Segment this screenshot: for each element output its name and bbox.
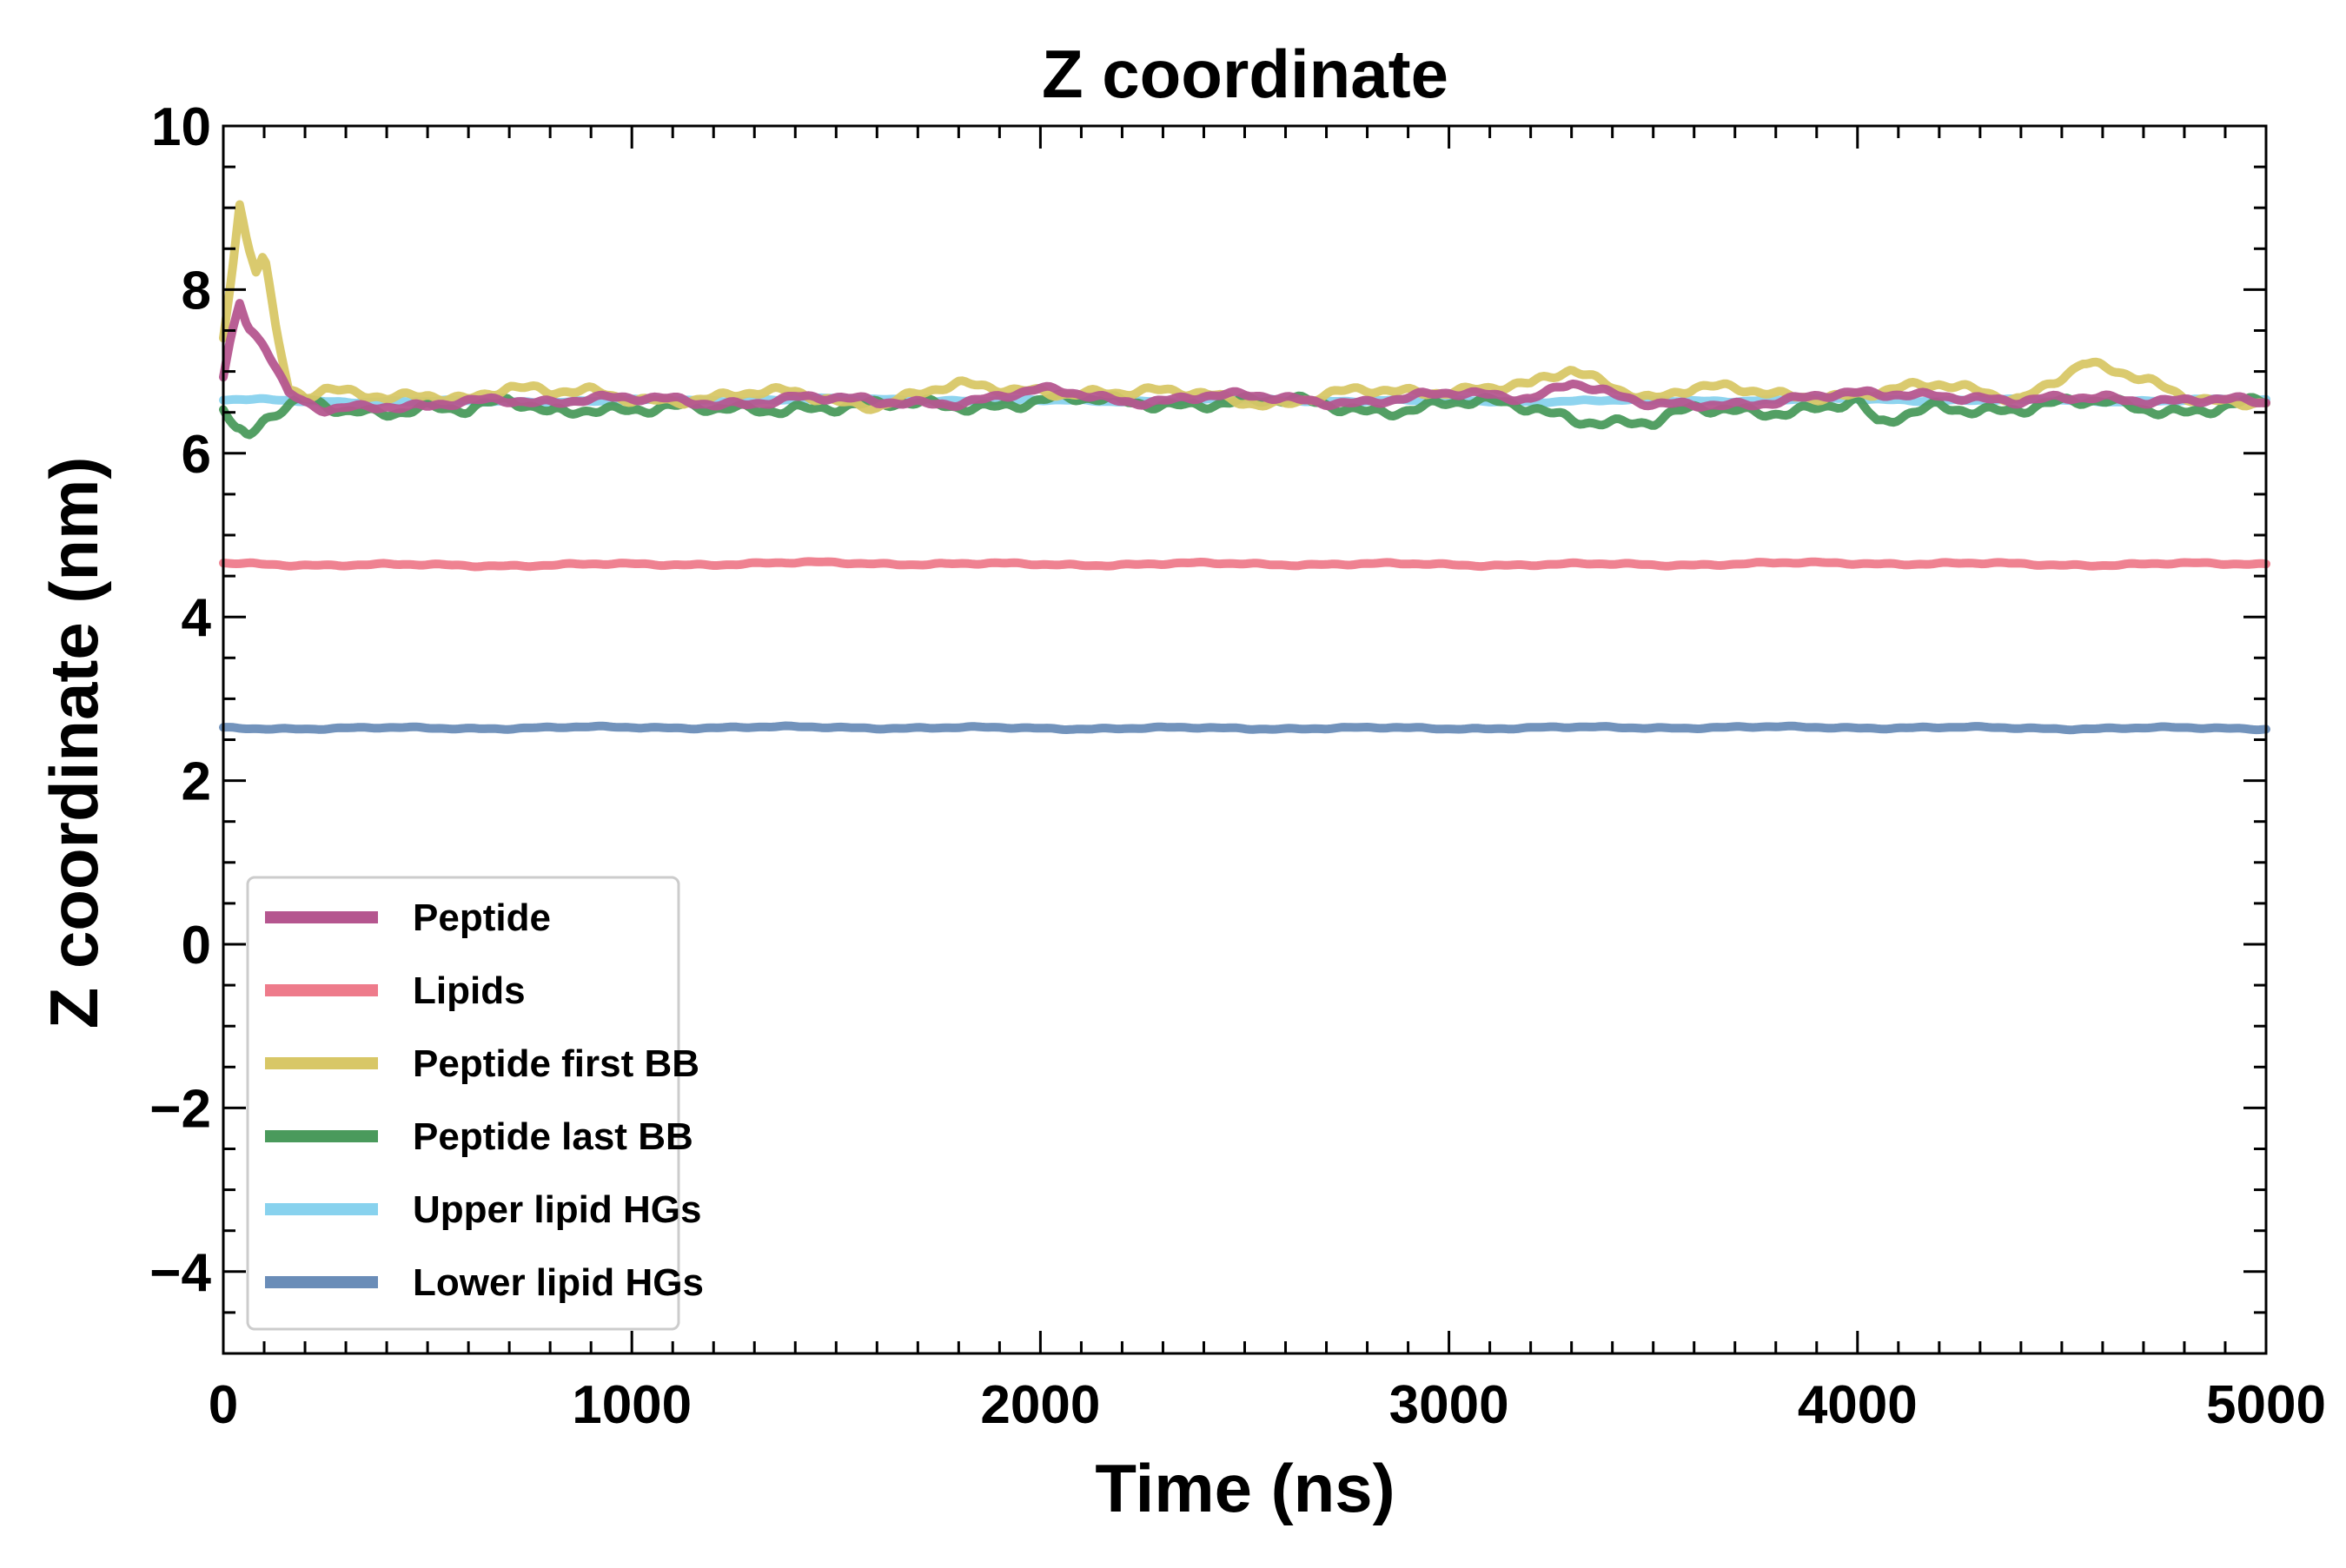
- y-tick-label: 8: [182, 261, 211, 321]
- legend-label: Peptide first BB: [413, 1042, 699, 1085]
- y-tick-label: −4: [149, 1243, 211, 1303]
- series-line-lower-lipid-hgs: [219, 721, 2270, 735]
- plot-area: 0 1000 2000 3000 4000 5000 10 8 6 4 2 0 −2 −4: [149, 97, 2326, 1435]
- x-tick-label: 4000: [1798, 1375, 1918, 1435]
- x-tick-label: 5000: [2206, 1375, 2326, 1435]
- x-tick-label: 2000: [980, 1375, 1100, 1435]
- legend-label: Peptide last BB: [413, 1115, 693, 1158]
- legend-label: Peptide: [413, 896, 551, 939]
- series-line-peptide-first-bb: [219, 200, 2270, 414]
- y-tick-label: 2: [182, 752, 211, 812]
- series-line-peptide: [219, 299, 2270, 417]
- y-tick-label: 10: [151, 97, 211, 157]
- y-tick-label: 4: [182, 588, 212, 648]
- y-tick-label: −2: [149, 1079, 211, 1139]
- x-tick-label: 3000: [1389, 1375, 1509, 1435]
- x-tick-label: 0: [209, 1375, 238, 1435]
- x-tick-label: 1000: [572, 1375, 692, 1435]
- legend-label: Lower lipid HGs: [413, 1261, 704, 1304]
- y-tick-label: 6: [182, 425, 211, 485]
- legend-label: Lipids: [413, 969, 526, 1012]
- y-tick-label: 0: [182, 916, 211, 976]
- legend-label: Upper lipid HGs: [413, 1188, 701, 1231]
- chart-title: Z coordinate: [1042, 36, 1448, 112]
- y-axis-label: Z coordinate (nm): [36, 457, 112, 1029]
- x-axis-label: Time (ns): [1095, 1450, 1395, 1526]
- series-line-lipids: [219, 557, 2270, 572]
- legend: Peptide Lipids Peptide first BB Peptide las…: [246, 876, 704, 1331]
